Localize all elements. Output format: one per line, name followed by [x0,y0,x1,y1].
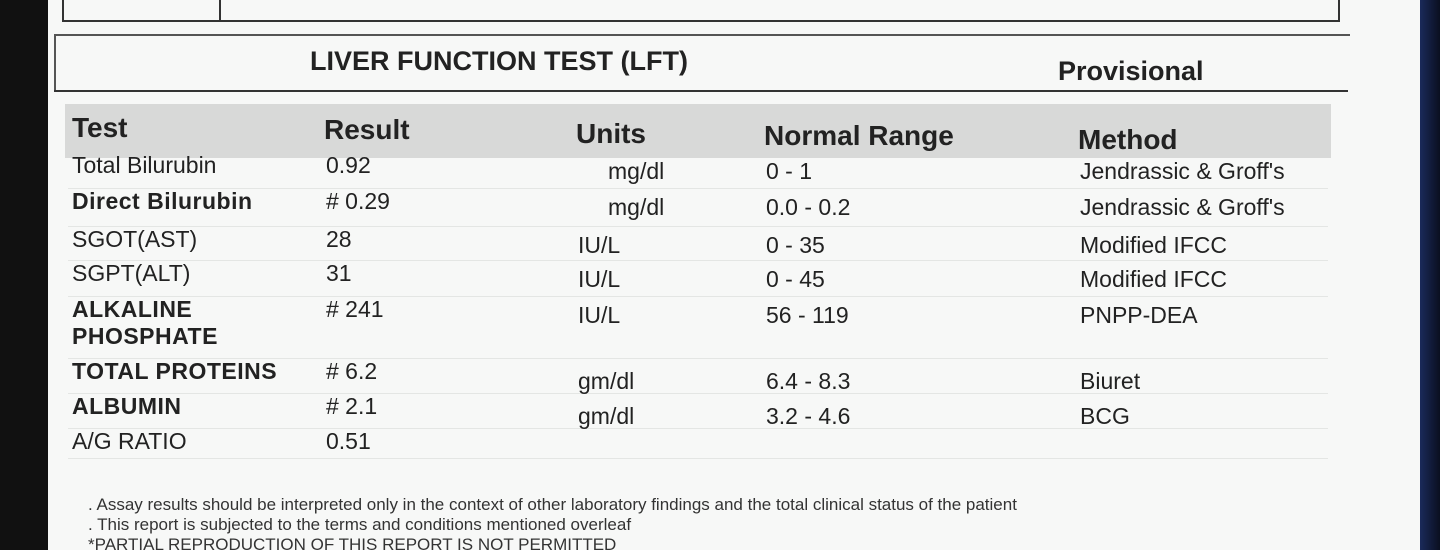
rule [54,90,1348,92]
table-cell: gm/dl [578,403,635,429]
table-cell: Jendrassic & Groff's [1080,194,1285,220]
rule [54,34,56,92]
table-cell: 56 - 119 [766,302,849,328]
table-cell: Modified IFCC [1080,232,1227,258]
table-cell: # 6.2 [326,358,378,384]
table-cell: ALKALINE PHOSPHATE [72,296,218,349]
table-cell: TOTAL PROTEINS [72,358,278,384]
table-cell: 28 [326,226,352,252]
table-cell: mg/dl [608,194,665,220]
column-header: Test [72,112,128,143]
column-header: Normal Range [764,120,954,151]
table-cell: Jendrassic & Groff's [1080,158,1285,184]
row-line [68,428,1328,429]
table-cell: SGPT(ALT) [72,260,191,286]
column-header: Result [324,114,410,145]
table-cell: gm/dl [578,368,635,394]
table-cell: Modified IFCC [1080,266,1227,292]
table-cell: # 241 [326,296,384,322]
table-cell: IU/L [578,302,621,328]
table-cell: 6.4 - 8.3 [766,368,851,394]
report-paper: LIVER FUNCTION TEST (LFT) Provisional Te… [48,0,1420,550]
table-cell: 3.2 - 4.6 [766,403,851,429]
header-band [65,104,1331,158]
column-header: Units [576,118,646,149]
table-cell: 0 - 1 [766,158,813,184]
table-cell: PNPP-DEA [1080,302,1198,328]
table-cell: 31 [326,260,352,286]
table-cell: # 0.29 [326,188,390,214]
rule [54,34,1350,36]
report-status: Provisional [1058,56,1204,86]
table-cell: Direct Bilurubin [72,188,253,214]
footnote: . Assay results should be interpreted on… [88,495,1017,514]
table-cell: ALBUMIN [72,393,182,419]
table-cell: A/G RATIO [72,428,187,454]
row-line [68,393,1328,394]
table-cell: 0 - 45 [766,266,825,292]
footnote: . This report is subjected to the terms … [88,515,632,534]
table-cell: IU/L [578,232,621,258]
top-box [62,0,1340,22]
table-cell: 0.51 [326,428,371,454]
report-title: LIVER FUNCTION TEST (LFT) [310,46,688,76]
table-cell: Biuret [1080,368,1141,394]
table-cell: # 2.1 [326,393,378,419]
screen-edge [1420,0,1440,550]
table-cell: 0 - 35 [766,232,825,258]
footnote: *PARTIAL REPRODUCTION OF THIS REPORT IS … [88,535,617,550]
table-cell: 0.92 [326,152,371,178]
row-line [68,260,1328,261]
row-line [68,188,1328,189]
table-cell: 0.0 - 0.2 [766,194,851,220]
table-cell: Total Bilurubin [72,152,217,178]
table-cell: IU/L [578,266,621,292]
row-line [68,296,1328,297]
table-cell: mg/dl [608,158,665,184]
row-line [68,226,1328,227]
table-cell: SGOT(AST) [72,226,198,252]
row-line [68,458,1328,459]
row-line [68,358,1328,359]
table-cell: BCG [1080,403,1130,429]
column-header: Method [1078,124,1178,155]
